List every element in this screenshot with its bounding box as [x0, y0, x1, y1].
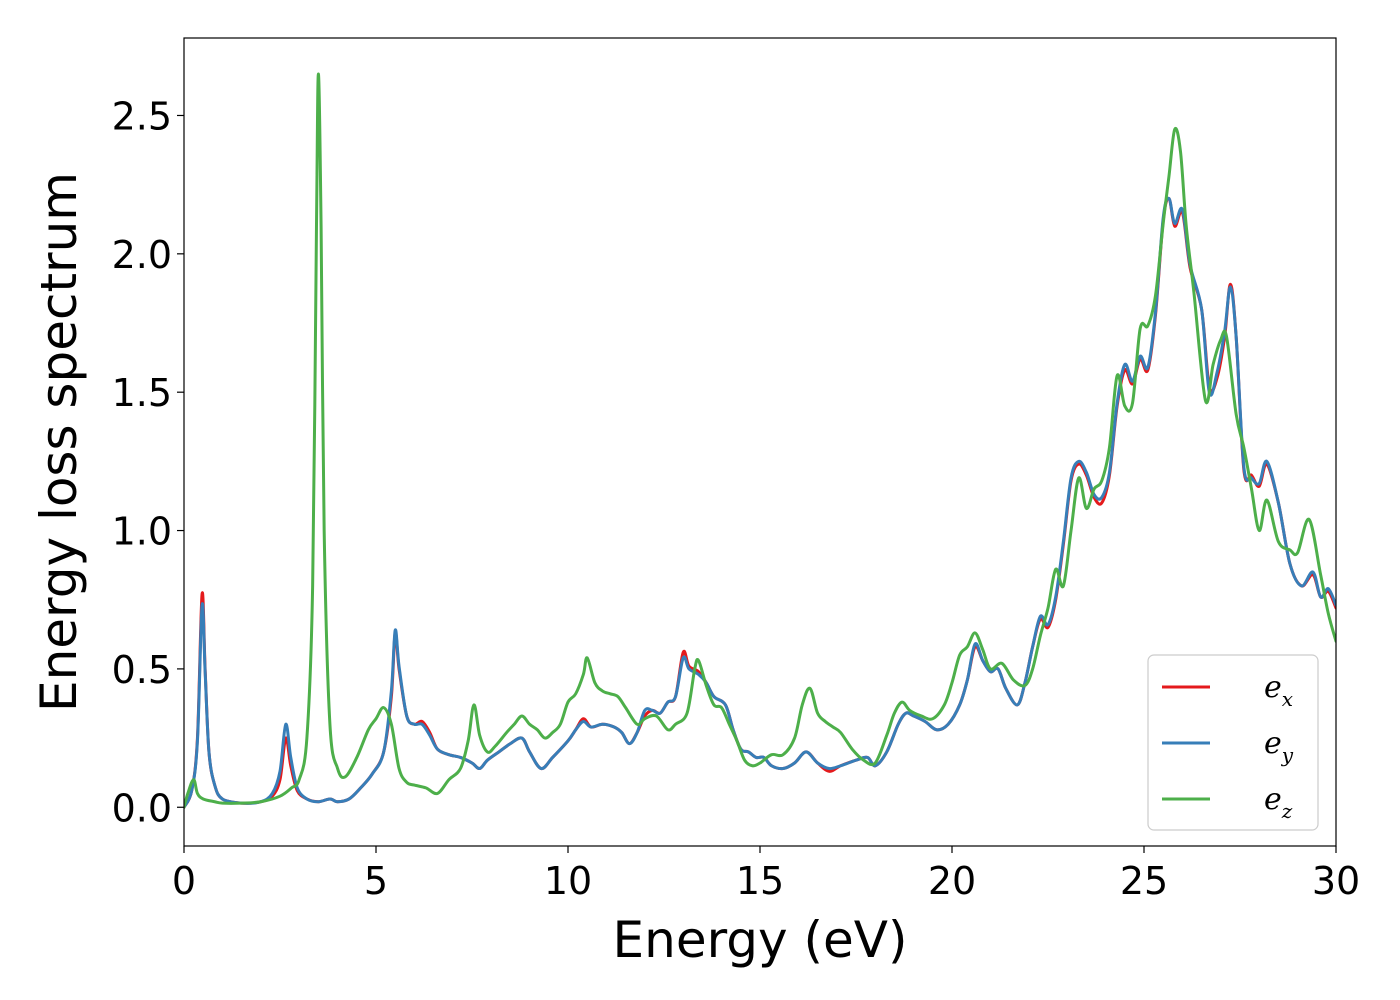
y-tick-label: 1.0	[112, 510, 172, 554]
legend-label-base: e	[1264, 782, 1282, 817]
series-line-e-z	[184, 72, 1336, 809]
legend-label-subscript: z	[1281, 799, 1293, 823]
legend-label-e-x: ex	[1264, 670, 1293, 711]
series-layer	[184, 72, 1336, 809]
y-tick-label: 1.5	[112, 371, 172, 415]
x-axis-label: Energy (eV)	[613, 911, 908, 969]
legend-label-base: e	[1264, 670, 1282, 705]
legend-label-subscript: y	[1281, 743, 1294, 767]
x-axis-ticks: 0 5 10 15 20 25 30	[172, 846, 1360, 903]
x-tick-label: 10	[544, 859, 592, 903]
legend-label-base: e	[1264, 726, 1282, 761]
y-tick-label: 0.5	[112, 648, 172, 692]
x-tick-label: 5	[364, 859, 388, 903]
x-tick-label: 30	[1312, 859, 1360, 903]
x-tick-label: 15	[736, 859, 784, 903]
legend-label-e-z: ez	[1264, 782, 1293, 823]
y-tick-label: 2.0	[112, 233, 172, 277]
y-axis-ticks: 0.0 0.5 1.0 1.5 2.0 2.5	[112, 94, 184, 830]
y-tick-label: 0.0	[112, 786, 172, 830]
y-axis-label: Energy loss spectrum	[30, 172, 88, 712]
legend-label-subscript: x	[1282, 687, 1293, 711]
x-tick-label: 25	[1120, 859, 1168, 903]
legend-box	[1147, 654, 1319, 831]
x-tick-label: 20	[928, 859, 976, 903]
y-tick-label: 2.5	[112, 94, 172, 138]
x-tick-label: 0	[172, 859, 196, 903]
legend-label-e-y: ey	[1264, 726, 1294, 767]
